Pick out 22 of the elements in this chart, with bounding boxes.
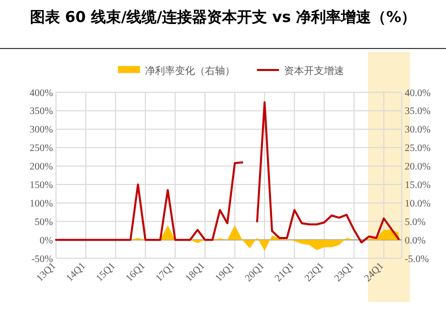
y-tick-label: 350% [30, 106, 53, 118]
y-tick-label: 250% [30, 143, 53, 154]
y2-tick-label: 30.0% [404, 124, 431, 136]
y-tick-label: 100% [30, 198, 53, 210]
y-tick-label: 200% [30, 162, 53, 173]
y-tick-label: 150% [30, 180, 53, 192]
y2-tick-label: 35.0% [404, 106, 431, 118]
y2-tick-label: -5.0% [404, 254, 429, 265]
y2-tick-label: 10.0% [404, 198, 431, 210]
y2-tick-label: 5.0% [404, 216, 426, 228]
y-tick-label: 0% [40, 235, 53, 246]
y2-tick-label: 20.0% [404, 162, 431, 173]
y-tick-label: 50% [34, 216, 53, 228]
y-tick-label: 400% [30, 88, 53, 99]
y2-tick-label: 15.0% [404, 180, 431, 192]
y-tick-label: 300% [30, 124, 53, 136]
y2-tick-label: 0.0% [404, 235, 426, 246]
legend-label: 资本开支增速 [284, 65, 344, 77]
chart-title: 图表 60 线束/线缆/连接器资本开支 vs 净利率增速（%） [30, 8, 416, 26]
y2-tick-label: 25.0% [404, 143, 431, 154]
y2-tick-label: 40.0% [404, 88, 431, 99]
legend-label: 净利率变化（右轴） [145, 65, 235, 77]
